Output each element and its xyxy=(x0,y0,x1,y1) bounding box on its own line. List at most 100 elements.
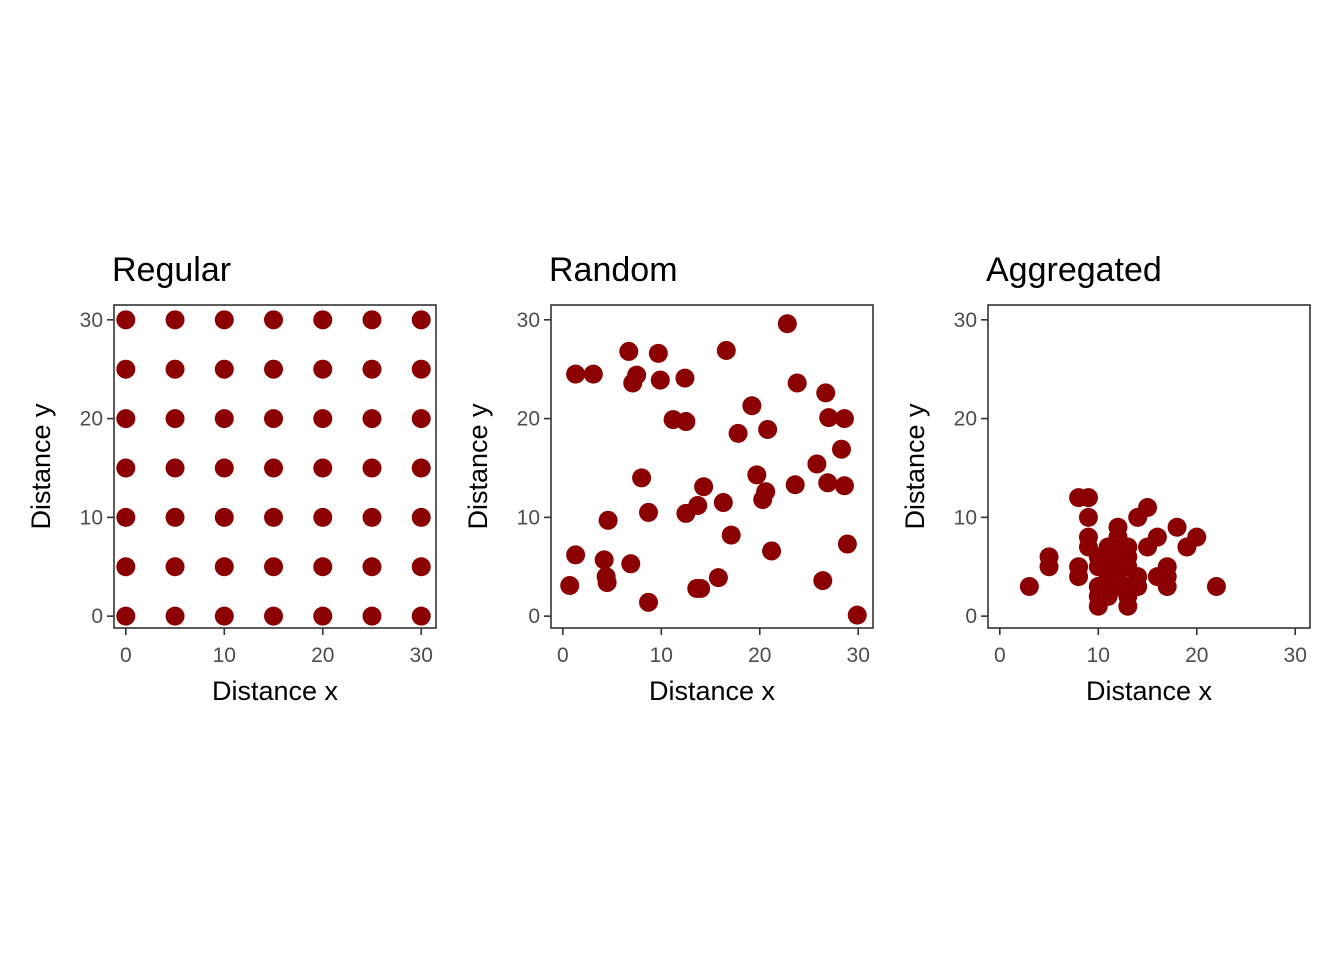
regular-point-44 xyxy=(214,310,234,330)
regular-title: Regular xyxy=(112,251,231,289)
regular-y-tick-label-1: 10 xyxy=(80,506,103,529)
regular-point-29 xyxy=(165,409,185,429)
regular-point-5 xyxy=(362,606,382,626)
random-point-9 xyxy=(675,368,695,388)
regular-point-31 xyxy=(264,409,284,429)
random-y-axis-label: Distance y xyxy=(463,403,493,530)
regular-point-10 xyxy=(264,557,284,577)
regular-point-27 xyxy=(411,458,431,478)
random-point-45 xyxy=(691,578,711,598)
regular-y-axis-label: Distance y xyxy=(26,403,56,530)
regular-x-tick-label-0: 0 xyxy=(120,644,132,667)
aggregated-point-48 xyxy=(1103,542,1123,562)
aggregated-point-46 xyxy=(1187,527,1207,547)
random-y-tick-label-2: 20 xyxy=(517,408,540,431)
random-x-tick-label-1: 10 xyxy=(650,644,673,667)
random-points xyxy=(560,314,867,625)
regular-point-32 xyxy=(313,409,333,429)
regular-point-26 xyxy=(362,458,382,478)
random-point-16 xyxy=(742,396,762,416)
regular-point-19 xyxy=(362,507,382,527)
regular-point-30 xyxy=(214,409,234,429)
random-point-41 xyxy=(597,573,617,593)
random-panel-border xyxy=(550,304,874,629)
random-point-39 xyxy=(621,554,641,574)
random-point-28 xyxy=(632,468,652,488)
aggregated-point-2 xyxy=(1039,557,1059,577)
aggregated-y-tick-label-2: 20 xyxy=(954,408,977,431)
aggregated-point-0 xyxy=(1019,577,1039,597)
regular-point-16 xyxy=(214,507,234,527)
random-point-1 xyxy=(583,364,603,384)
aggregated-x-tick-label-1: 10 xyxy=(1087,644,1110,667)
random-point-17 xyxy=(728,423,748,443)
regular-point-4 xyxy=(313,606,333,626)
random-point-22 xyxy=(818,473,838,493)
random-point-35 xyxy=(837,534,857,554)
aggregated-point-7 xyxy=(1069,567,1089,587)
regular-point-14 xyxy=(116,507,136,527)
regular-point-8 xyxy=(165,557,185,577)
random-y-tick-label-1: 10 xyxy=(517,506,540,529)
regular-point-21 xyxy=(116,458,136,478)
aggregated-panel-border xyxy=(987,304,1311,629)
regular-point-33 xyxy=(362,409,382,429)
regular-point-6 xyxy=(411,606,431,626)
regular-point-40 xyxy=(362,359,382,379)
random-point-8 xyxy=(676,412,696,432)
random-point-2 xyxy=(619,341,639,361)
aggregated-point-44 xyxy=(1167,517,1187,537)
aggregated-y-tick-label-3: 30 xyxy=(954,309,977,332)
random-point-34 xyxy=(721,525,741,545)
random-x-tick-label-0: 0 xyxy=(557,644,569,667)
regular-x-tick-label-2: 20 xyxy=(311,644,334,667)
random-point-43 xyxy=(708,568,728,588)
random-point-31 xyxy=(676,503,696,523)
random-x-tick-label-2: 20 xyxy=(748,644,771,667)
aggregated-y-tick-label-0: 0 xyxy=(965,605,977,628)
regular-point-13 xyxy=(411,557,431,577)
random-point-20 xyxy=(807,454,827,474)
aggregated-point-43 xyxy=(1157,577,1177,597)
regular-point-47 xyxy=(362,310,382,330)
aggregated-y-axis-label: Distance y xyxy=(900,403,930,530)
random-point-24 xyxy=(785,475,805,495)
random-point-33 xyxy=(598,510,618,530)
regular-point-12 xyxy=(362,557,382,577)
random-point-12 xyxy=(787,373,807,393)
regular-point-38 xyxy=(264,359,284,379)
random-x-axis-label: Distance x xyxy=(649,676,776,706)
regular-panel-border xyxy=(113,304,437,629)
regular-point-23 xyxy=(214,458,234,478)
random-point-5 xyxy=(648,343,668,363)
random-point-0 xyxy=(566,364,586,384)
aggregated-point-5 xyxy=(1078,507,1098,527)
regular-x-tick-label-3: 30 xyxy=(410,644,433,667)
regular-point-0 xyxy=(116,606,136,626)
aggregated-point-39 xyxy=(1147,527,1167,547)
aggregated-title: Aggregated xyxy=(986,251,1162,289)
random-point-6 xyxy=(650,370,670,390)
regular-point-34 xyxy=(411,409,431,429)
aggregated-panel: Aggregated 0 10 20 30 0 10 20 30 Distance x Distan… xyxy=(900,251,1311,706)
aggregated-x-axis-label: Distance x xyxy=(1086,676,1213,706)
regular-point-28 xyxy=(116,409,136,429)
regular-point-7 xyxy=(116,557,136,577)
regular-point-39 xyxy=(313,359,333,379)
regular-point-41 xyxy=(411,359,431,379)
regular-point-15 xyxy=(165,507,185,527)
regular-y-tick-label-3: 30 xyxy=(80,309,103,332)
random-point-48 xyxy=(847,605,867,625)
aggregated-x-tick-label-3: 30 xyxy=(1284,644,1307,667)
regular-point-3 xyxy=(264,606,284,626)
aggregated-y-tick-label-1: 10 xyxy=(954,506,977,529)
regular-point-9 xyxy=(214,557,234,577)
random-y-tick-label-0: 0 xyxy=(528,605,540,628)
regular-y-tick-label-2: 20 xyxy=(80,408,103,431)
random-point-42 xyxy=(560,576,580,596)
random-point-29 xyxy=(713,493,733,513)
random-point-21 xyxy=(747,465,767,485)
random-title: Random xyxy=(549,251,678,289)
regular-point-43 xyxy=(165,310,185,330)
random-point-26 xyxy=(753,490,773,510)
